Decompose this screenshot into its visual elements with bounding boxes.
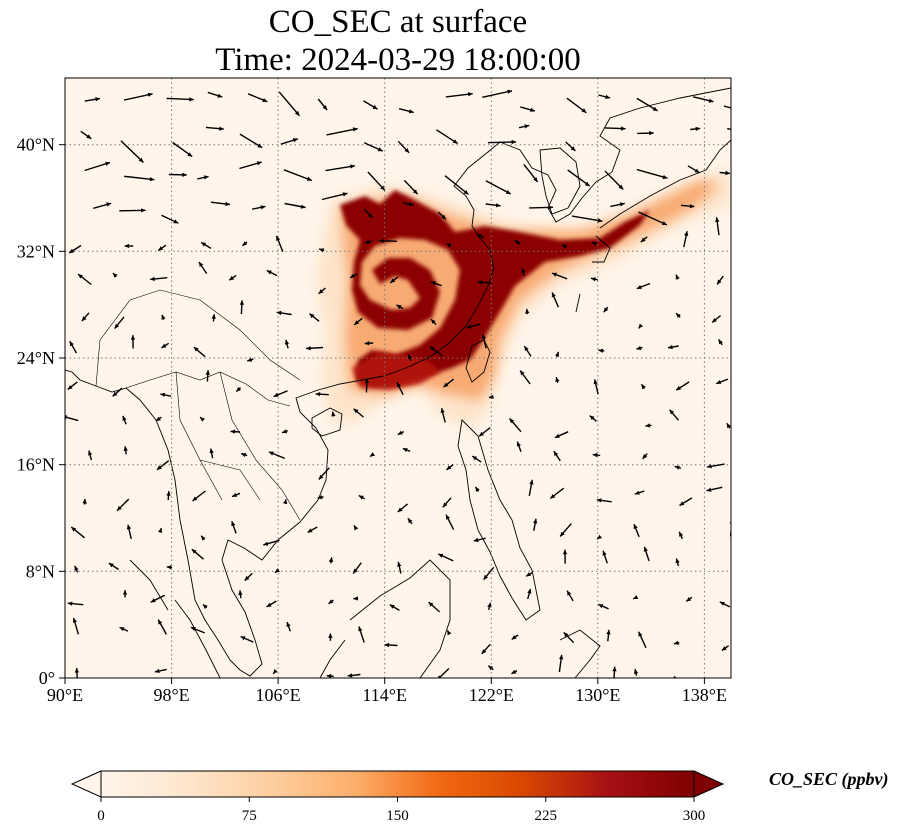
- lat-tick-label: 8°N: [26, 561, 55, 581]
- wind-vector-head: [194, 683, 199, 687]
- wind-vector-head: [748, 222, 753, 227]
- colorbar-gradient: [101, 771, 694, 797]
- lat-tick-label: 40°N: [17, 135, 55, 155]
- colorbar: 0 75 150 225 300: [72, 771, 723, 824]
- lat-tick-labels: 0° 8°N 16°N 24°N 32°N 40°N: [17, 135, 55, 688]
- lon-tick-label: 90°E: [47, 685, 83, 705]
- colorbar-tick-label: 150: [386, 808, 409, 824]
- colorbar-tick-label: 0: [97, 808, 105, 824]
- lon-tick-labels: 90°E 98°E 106°E 114°E 122°E 130°E 138°E: [47, 685, 727, 705]
- map-figure: 90°E 98°E 106°E 114°E 122°E 130°E 138°E …: [0, 0, 916, 836]
- wind-vector-shaft: [102, 682, 117, 683]
- lat-tick-label: 24°N: [17, 348, 55, 368]
- lat-tick-label: 0°: [39, 668, 55, 688]
- wind-vector-head: [230, 679, 235, 683]
- lon-tick-label: 106°E: [255, 685, 300, 705]
- wind-vector-shaft: [194, 684, 201, 687]
- colorbar-tick-label: 300: [683, 808, 706, 824]
- wind-vector-shaft: [400, 679, 407, 684]
- lat-tick-label: 16°N: [17, 455, 55, 475]
- lon-tick-label: 138°E: [682, 685, 727, 705]
- colorbar-tick-label: 225: [535, 808, 558, 824]
- wind-vector-head: [400, 680, 405, 684]
- wind-vector-shaft: [230, 680, 239, 683]
- lon-tick-label: 114°E: [362, 685, 407, 705]
- lon-tick-label: 122°E: [469, 685, 514, 705]
- wind-vector-head: [102, 681, 107, 685]
- wind-vector-head: [738, 108, 743, 112]
- colorbar-tick-label: 75: [242, 808, 257, 824]
- wind-vector-head: [735, 128, 740, 132]
- lon-tick-label: 130°E: [575, 685, 620, 705]
- colorbar-extend-high: [694, 771, 723, 797]
- wind-vector-shaft: [732, 548, 734, 563]
- lon-tick-label: 98°E: [153, 685, 189, 705]
- colorbar-label: CO_SEC (ppbv): [769, 769, 889, 790]
- lat-tick-label: 32°N: [17, 241, 55, 261]
- colorbar-extend-low: [72, 771, 101, 797]
- wind-vector-shaft: [733, 210, 753, 226]
- wind-vector-head: [732, 548, 736, 553]
